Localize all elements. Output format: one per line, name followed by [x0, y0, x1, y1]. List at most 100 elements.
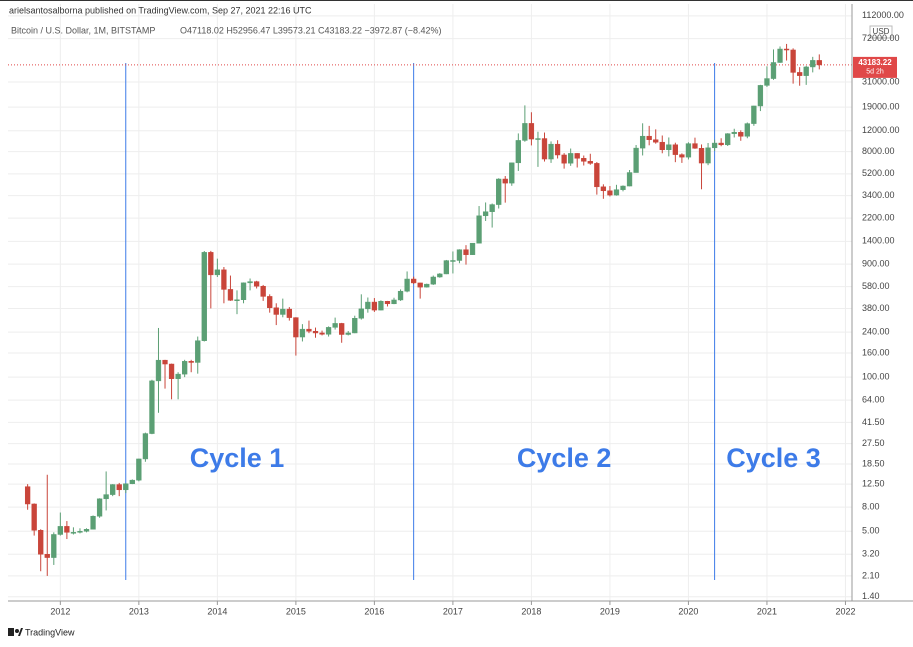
- y-tick-label: 5200.00: [862, 168, 895, 178]
- candle-body: [417, 282, 423, 288]
- candle-body: [600, 186, 607, 192]
- candle-body: [450, 260, 456, 262]
- candle-body: [770, 62, 777, 79]
- candle-body: [96, 498, 103, 517]
- y-tick-label: 5.00: [862, 526, 880, 536]
- candle-body: [155, 359, 162, 382]
- candle-body: [273, 307, 279, 315]
- candle-body: [816, 60, 822, 66]
- candle-body: [443, 260, 450, 275]
- candle-body: [201, 252, 207, 341]
- candle-body: [391, 299, 397, 305]
- candle-body: [51, 534, 57, 558]
- y-tick-label: 64.00: [862, 394, 885, 404]
- x-tick-label: 2022: [835, 606, 855, 616]
- candle-body: [725, 133, 731, 146]
- candle-body: [456, 249, 463, 261]
- y-tick-label: 8000.00: [862, 146, 895, 156]
- y-tick-label: 12000.00: [862, 125, 900, 135]
- candle-body: [587, 161, 593, 164]
- y-tick-label: 18.50: [862, 458, 885, 468]
- symbol: Bitcoin / U.S. Dollar, 1M, BITSTAMP: [11, 25, 155, 35]
- candle-body: [142, 433, 149, 460]
- currency-box: [869, 25, 893, 39]
- y-tick-label: 160.00: [862, 347, 890, 357]
- footer-brand: TradingView: [25, 627, 75, 637]
- candle-body: [548, 143, 554, 160]
- candle-body: [110, 484, 116, 495]
- candle-body: [692, 143, 698, 149]
- candle-body: [149, 380, 155, 434]
- candle-body: [260, 285, 266, 297]
- y-tick-label: 1.40: [862, 591, 880, 601]
- publish-info: arielsantosalborna published on TradingV…: [9, 5, 312, 15]
- candle-body: [325, 327, 332, 335]
- candle-body: [463, 249, 469, 255]
- candle-body: [535, 138, 541, 140]
- candle-body: [437, 273, 443, 278]
- candle-body: [731, 132, 737, 134]
- candle-body: [646, 135, 652, 140]
- candle-body: [718, 142, 724, 146]
- candle-body: [797, 72, 803, 76]
- y-tick-label: 31000.00: [862, 76, 900, 86]
- candle-body: [653, 139, 659, 143]
- candle-body: [581, 158, 587, 162]
- candle-body: [299, 328, 306, 338]
- candle-body: [136, 458, 142, 481]
- candle-body: [253, 281, 260, 287]
- candle-body: [574, 153, 580, 159]
- candle-body: [410, 278, 417, 284]
- candle-body: [312, 330, 319, 334]
- candle-body: [64, 526, 70, 533]
- candle-body: [430, 276, 436, 285]
- candle-body: [783, 48, 790, 51]
- candle-body: [339, 323, 345, 335]
- candle-body: [594, 163, 600, 188]
- candle-body: [502, 178, 508, 184]
- countdown: 5d 2h: [866, 69, 884, 76]
- candle-body: [240, 282, 247, 300]
- candle-body: [476, 215, 482, 244]
- candle-body: [31, 503, 37, 531]
- candle-body: [221, 269, 227, 290]
- candle-body: [620, 185, 626, 190]
- candle-body: [247, 281, 253, 284]
- candle-body: [168, 363, 175, 379]
- candle-body: [711, 142, 718, 149]
- candle-body: [57, 526, 63, 535]
- candle-body: [672, 144, 678, 155]
- candle-body: [469, 242, 476, 255]
- y-tick-label: 900.00: [862, 258, 890, 268]
- x-tick-label: 2016: [364, 606, 384, 616]
- candle-body: [613, 189, 620, 196]
- candle-body: [679, 154, 685, 158]
- x-tick-label: 2021: [757, 606, 777, 616]
- currency: USD: [873, 27, 890, 36]
- candle-body: [280, 308, 286, 315]
- ohlc-legend: O47118.02 H52956.47 L39573.21 C43183.22 …: [180, 25, 442, 35]
- candle-body: [195, 340, 201, 363]
- y-tick-label: 41.50: [862, 417, 885, 427]
- candle-body: [371, 301, 378, 311]
- top-border: [0, 0, 913, 1]
- candle-body: [90, 515, 96, 530]
- candle-body: [175, 373, 181, 379]
- x-tick-label: 2015: [286, 606, 306, 616]
- candle-body: [306, 328, 312, 332]
- candle-body: [639, 135, 646, 149]
- candle-body: [188, 361, 194, 363]
- y-tick-label: 1400.00: [862, 236, 895, 246]
- candle-body: [496, 178, 502, 205]
- x-tick-label: 2014: [207, 606, 227, 616]
- candle-body: [116, 484, 122, 491]
- candle-body: [103, 494, 109, 500]
- candle-body: [214, 269, 221, 276]
- candle-body: [267, 296, 273, 309]
- x-tick-label: 2012: [50, 606, 70, 616]
- x-tick-label: 2017: [443, 606, 463, 616]
- candle-body: [162, 359, 168, 365]
- candle-body: [751, 105, 757, 124]
- y-tick-label: 2200.00: [862, 212, 895, 222]
